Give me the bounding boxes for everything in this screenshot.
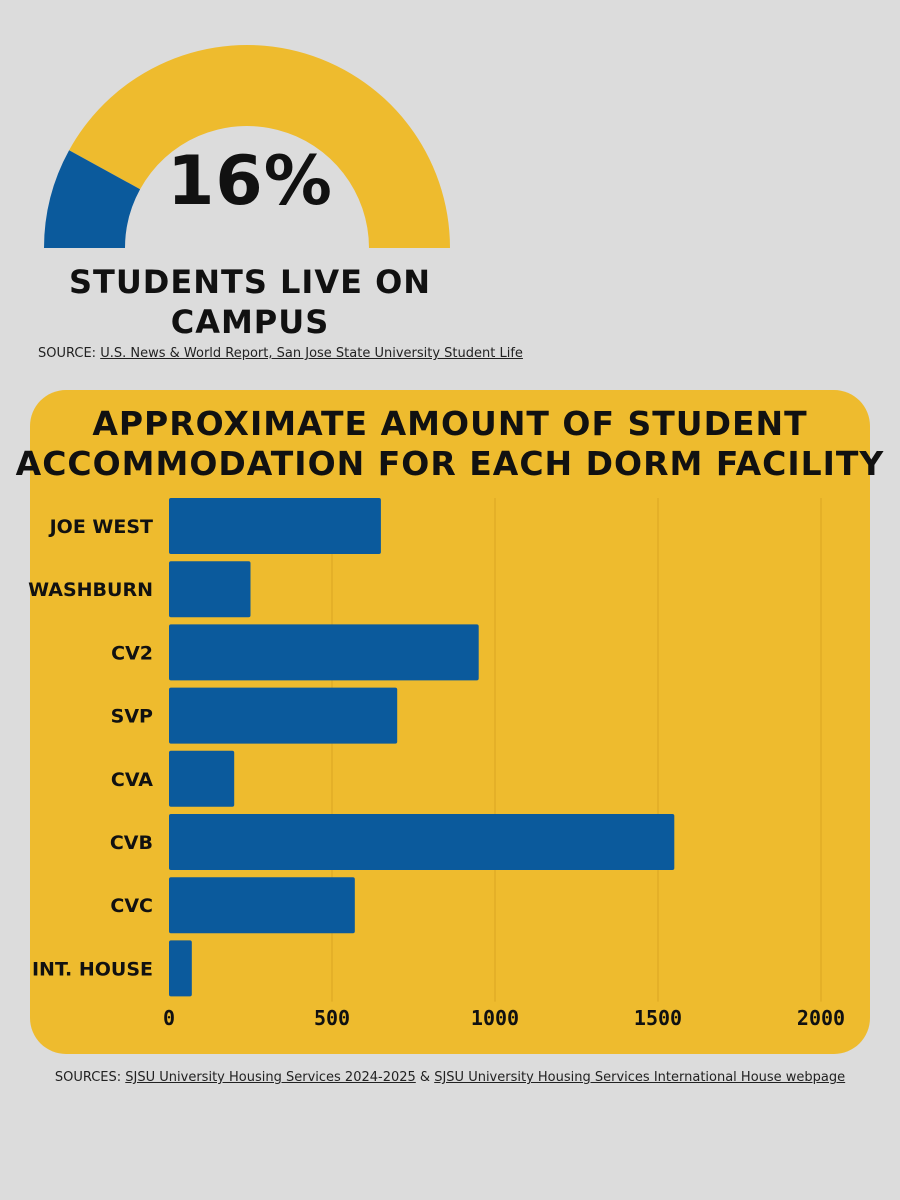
sources-bottom-link2[interactable]: SJSU University Housing Services Interna… — [434, 1070, 846, 1085]
chart-title: APPROXIMATE AMOUNT OF STUDENT ACCOMMODAT… — [0, 404, 900, 484]
category-label: INT. HOUSE — [32, 958, 153, 980]
gauge-remaining-arc — [69, 45, 450, 249]
bar-chart: JOE WEST WASHBURN CV2 SVP CVA CVB CVC INT. HOUS… — [28, 498, 845, 1030]
source-top-prefix: SOURCE: — [38, 346, 97, 361]
gauge-caption-line2: CAMPUS — [170, 303, 330, 341]
sources-bottom: SOURCES: SJSU University Housing Service… — [0, 1070, 900, 1086]
category-label: CV2 — [111, 642, 153, 664]
category-label: SVP — [111, 706, 153, 728]
bar-washburn — [169, 561, 251, 618]
chart-title-line2: ACCOMMODATION FOR EACH DORM FACILITY — [15, 444, 885, 483]
x-tick-label: 1000 — [471, 1006, 519, 1030]
bar-cvc — [169, 877, 355, 934]
bar-int-house — [169, 940, 192, 997]
bar-svp — [169, 687, 398, 744]
bar-joe-west — [169, 498, 381, 554]
category-label: JOE WEST — [48, 516, 153, 538]
sources-bottom-link1[interactable]: SJSU University Housing Services 2024-20… — [125, 1070, 416, 1085]
bar-cva — [169, 750, 235, 807]
source-top-link[interactable]: U.S. News & World Report, San Jose State… — [100, 346, 523, 361]
gauge-filled-arc — [44, 150, 141, 248]
gauge-caption-line1: STUDENTS LIVE ON — [68, 263, 432, 301]
sources-bottom-prefix: SOURCES: — [54, 1070, 122, 1085]
category-label: WASHBURN — [28, 579, 153, 601]
gauge-value: 16% — [167, 142, 333, 221]
x-tick-label: 0 — [163, 1006, 175, 1030]
x-tick-label: 500 — [314, 1006, 350, 1030]
category-label: CVA — [111, 769, 153, 791]
gauge — [44, 45, 450, 249]
bar-cv2 — [169, 624, 479, 681]
category-label: CVC — [110, 895, 153, 917]
gauge-caption: STUDENTS LIVE ON CAMPUS — [60, 262, 440, 342]
bar-cvb — [169, 814, 675, 870]
x-tick-label: 2000 — [797, 1006, 845, 1030]
category-label: CVB — [110, 832, 153, 854]
chart-title-line1: APPROXIMATE AMOUNT OF STUDENT — [92, 404, 808, 443]
x-tick-label: 1500 — [634, 1006, 682, 1030]
sources-bottom-connector: & — [419, 1070, 431, 1085]
source-top: SOURCE: U.S. News & World Report, San Jo… — [38, 346, 523, 361]
